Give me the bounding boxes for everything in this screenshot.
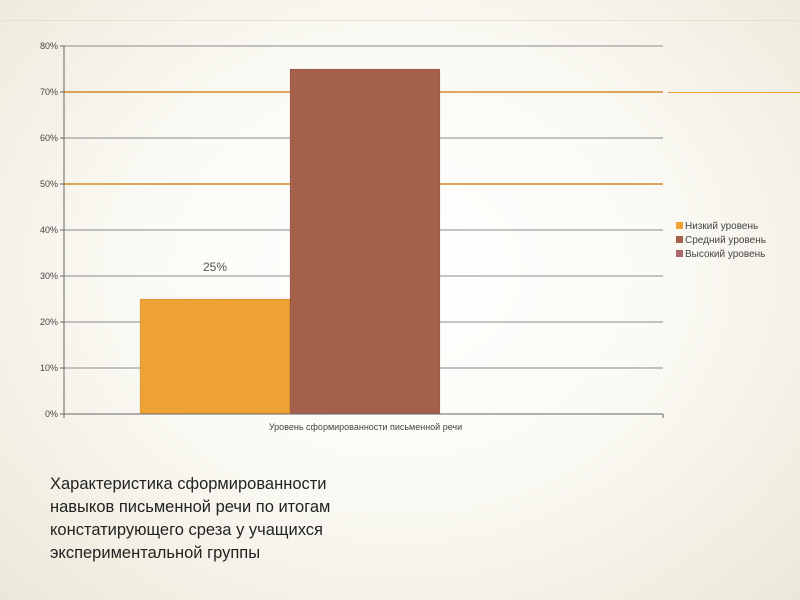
slide-caption: Характеристика сформированности навыков …: [50, 475, 331, 562]
y-tick-label: 20%: [40, 317, 58, 327]
y-tick-label: 0%: [45, 409, 58, 419]
data-label-series-0: 25%: [203, 260, 227, 274]
y-tick-label: 60%: [40, 133, 58, 143]
chart-bars: [139, 68, 441, 415]
y-tick-label: 80%: [40, 41, 58, 51]
legend-label-0: Низкий уровень: [685, 221, 758, 232]
y-tick-label: 50%: [40, 179, 58, 189]
legend-swatch-0: [676, 222, 683, 229]
y-tick-label: 40%: [40, 225, 58, 235]
chart-labels: 0% 10% 20% 30% 40% 50% 60% 70% 80% 25% Уровень сфо…: [40, 41, 462, 432]
chart-axes: [60, 45, 664, 418]
x-category-label: Уровень сформированности письменной речи: [269, 422, 462, 432]
y-tick-label: 70%: [40, 87, 58, 97]
y-tick-label: 30%: [40, 271, 58, 281]
legend-label-1: Средний уровень: [685, 235, 766, 246]
decorative-line-top: [0, 20, 800, 21]
y-tick-label: 10%: [40, 363, 58, 373]
chart-legend: Низкий уровень Средний уровень Высокий уро…: [676, 221, 766, 260]
bar-series-1: [289, 68, 441, 415]
legend-label-2: Высокий уровень: [685, 249, 765, 260]
legend-swatch-1: [676, 236, 683, 243]
bar-series-0: [139, 298, 291, 415]
legend-swatch-2: [676, 250, 683, 257]
decorative-line-right: [668, 92, 800, 93]
